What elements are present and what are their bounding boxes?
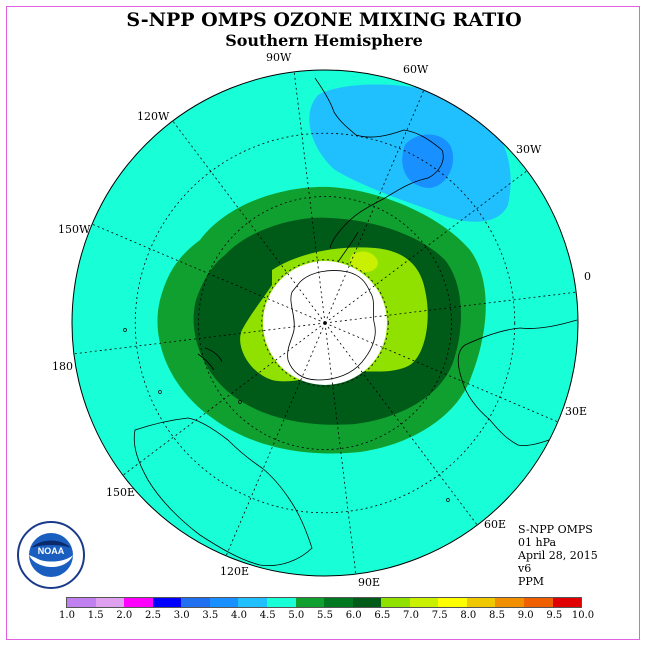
- meridian-line: [324, 291, 577, 324]
- latitude-circle: [261, 259, 389, 387]
- colorbar-tick-label: 3.0: [173, 610, 190, 621]
- map-title: S-NPP OMPS OZONE MIXING RATIO: [126, 9, 522, 31]
- lon-label-120w: 120W: [137, 110, 170, 123]
- ozone-contour-3.5: [402, 134, 454, 188]
- australia-outline: [133, 417, 313, 567]
- colorbar-swatch: [209, 598, 239, 607]
- meridian-line: [172, 120, 326, 324]
- lon-label-180: 180: [52, 360, 73, 373]
- colorbar-tick-label: 7.0: [403, 610, 419, 621]
- noaa-logo-text: NOAA: [38, 546, 65, 556]
- colorbar-swatch: [466, 598, 496, 607]
- colorbar-tick-label: 1.5: [87, 610, 104, 621]
- colorbar-swatch: [124, 598, 153, 607]
- colorbar-tick-label: 4.0: [231, 610, 247, 621]
- colorbar-swatch: [409, 598, 439, 607]
- meridian-line: [225, 322, 326, 557]
- meridian-line: [324, 322, 478, 526]
- lon-label-90e: 90E: [358, 576, 381, 589]
- colorbar-tick-label: 2.0: [116, 610, 133, 621]
- colorbar-swatch: [438, 598, 467, 607]
- info-level: 01 hPa: [518, 536, 557, 549]
- africa-outline: [457, 319, 578, 447]
- colorbar-tick-label: 5.5: [317, 610, 333, 621]
- meridian-line: [324, 322, 357, 575]
- colorbar-swatch: [295, 598, 325, 607]
- south-america-outline: [314, 77, 444, 249]
- colorbar-tick-label: 6.0: [345, 610, 362, 621]
- info-version: v6: [518, 562, 532, 575]
- colorbar-swatch: [266, 598, 296, 607]
- colorbar-tick-label: 2.5: [145, 610, 161, 621]
- meridian-line: [324, 322, 559, 423]
- colorbar-tick-label: 10.0: [571, 610, 595, 621]
- map-info-block: S-NPP OMPS 01 hPa April 28, 2015 v6 PPM: [518, 523, 598, 588]
- lon-label-30w: 30W: [516, 143, 542, 156]
- colorbar-ticks: 1.0 1.5 2.0 2.5 3.0 3.5 4.0 4.5 5.0 5.5 6.0 6.5 7.0 7…: [52, 610, 598, 624]
- meridian-line: [91, 223, 326, 324]
- info-date: April 28, 2015: [518, 549, 598, 562]
- lon-label-90w: 90W: [266, 51, 292, 64]
- colorbar-swatch: [324, 598, 353, 607]
- lon-label-30e: 30E: [565, 405, 588, 418]
- image-frame: [6, 6, 640, 640]
- colorbar-tick-label: 9.5: [546, 610, 563, 621]
- colorbar: [66, 597, 582, 608]
- lon-label-120e: 120E: [220, 565, 250, 578]
- lon-label-60w: 60W: [403, 63, 429, 76]
- colorbar-swatch: [381, 598, 410, 607]
- colorbar-swatch: [67, 598, 96, 607]
- map-subtitle: Southern Hemisphere: [225, 31, 423, 50]
- colorbar-tick-label: 3.5: [202, 610, 219, 621]
- colorbar-tick-label: 5.0: [288, 610, 305, 621]
- noaa-logo-icon: NOAA: [17, 521, 85, 589]
- colorbar-swatch: [495, 598, 524, 607]
- new-zealand-outline: [197, 347, 223, 371]
- colorbar-tick-label: 8.5: [489, 610, 505, 621]
- graticule: [73, 71, 577, 575]
- latitude-circle: [198, 196, 452, 450]
- ozone-contour-6.5: [350, 251, 378, 273]
- colorbar-swatch: [524, 598, 553, 607]
- colorbar-tick-label: 8.0: [460, 610, 477, 621]
- colorbar-swatch: [552, 598, 582, 607]
- colorbar-swatch: [181, 598, 210, 607]
- meridian-line: [122, 322, 326, 476]
- colorbar-tick-label: 6.5: [374, 610, 391, 621]
- meridian-line: [324, 170, 528, 324]
- info-instrument: S-NPP OMPS: [518, 523, 593, 536]
- meridian-line: [293, 71, 326, 324]
- globe-outline: [71, 69, 579, 577]
- colorbar-tick-label: 9.0: [517, 610, 534, 621]
- lon-label-150w: 150W: [58, 223, 91, 236]
- colorbar-swatch: [352, 598, 382, 607]
- colorbar-tick-label: 4.5: [259, 610, 276, 621]
- lon-label-60e: 60E: [484, 518, 507, 531]
- info-units: PPM: [518, 575, 545, 588]
- latitude-circle: [134, 132, 516, 514]
- colorbar-swatch: [95, 598, 125, 607]
- colorbar-tick-label: 1.0: [59, 610, 75, 621]
- lon-label-0: 0: [584, 270, 591, 283]
- antarctica-outline: [287, 231, 376, 381]
- lon-label-150e: 150E: [106, 486, 136, 499]
- meridian-line: [73, 322, 326, 355]
- colorbar-swatch: [152, 598, 182, 607]
- colorbar-tick-label: 7.5: [431, 610, 448, 621]
- colorbar-swatch: [238, 598, 267, 607]
- meridian-line: [324, 89, 425, 324]
